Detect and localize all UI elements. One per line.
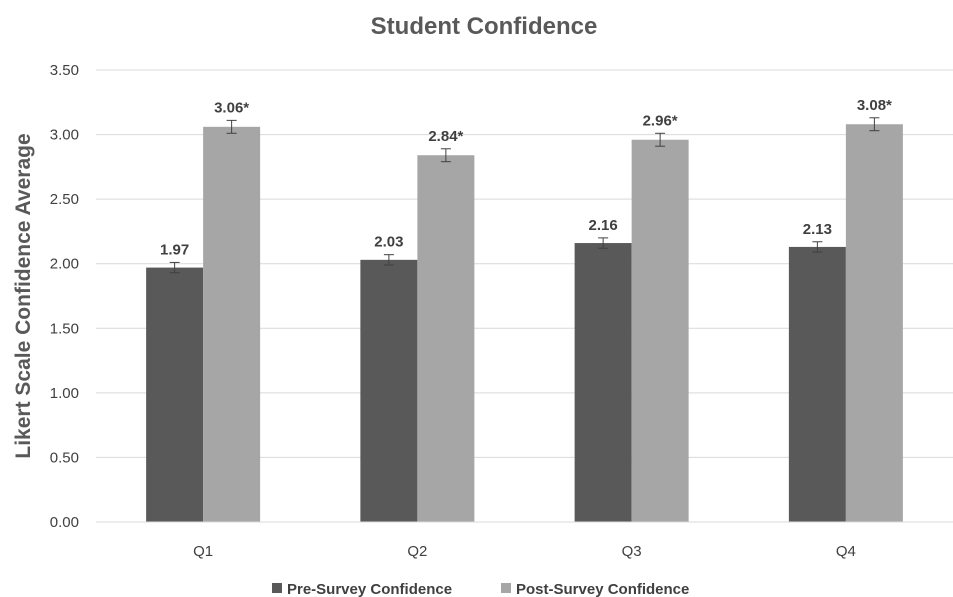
chart-title: Student Confidence [371, 13, 598, 40]
y-tick-label: 2.00 [50, 256, 79, 273]
data-labels: 1.97 3.06* 2.03 2.84* 2.16 2.96* 2.13 3.08* [160, 97, 892, 259]
legend-label: Post-Survey Confidence [516, 581, 689, 597]
data-label: 2.13 [803, 221, 832, 238]
legend-label: Pre-Survey Confidence [287, 581, 452, 597]
data-label: 3.08* [857, 97, 892, 114]
bars [146, 124, 903, 523]
bar [845, 124, 903, 523]
y-tick-label: 2.50 [50, 191, 79, 208]
y-tick-label: 0.00 [50, 514, 79, 531]
legend: Pre-Survey Confidence Post-Survey Confide… [272, 581, 689, 597]
x-axis-ticks: Q1 Q2 Q3 Q4 [193, 543, 856, 560]
data-label: 3.06* [214, 99, 249, 116]
data-label: 2.84* [428, 128, 463, 145]
y-tick-label: 3.00 [50, 127, 79, 144]
y-axis-ticks: 0.00 0.50 1.00 1.50 2.00 2.50 3.00 3.50 [50, 62, 79, 531]
y-axis-label: Likert Scale Confidence Average [12, 133, 35, 458]
data-label: 1.97 [160, 241, 189, 258]
x-tick-label: Q4 [836, 543, 856, 560]
bar [203, 126, 261, 522]
y-tick-label: 3.50 [50, 62, 79, 79]
bar [631, 139, 689, 523]
legend-swatch [501, 583, 511, 593]
x-tick-label: Q1 [193, 543, 213, 560]
data-label: 2.03 [374, 234, 403, 251]
y-tick-label: 1.50 [50, 320, 79, 337]
legend-swatch [272, 583, 282, 593]
data-label: 2.16 [589, 217, 618, 234]
y-tick-label: 0.50 [50, 449, 79, 466]
bar [574, 243, 632, 522]
x-tick-label: Q3 [622, 543, 642, 560]
bar [360, 259, 418, 522]
error-bars [169, 117, 880, 274]
y-tick-label: 1.00 [50, 385, 79, 402]
data-label: 2.96* [643, 112, 678, 129]
bar [788, 246, 846, 522]
x-tick-label: Q2 [407, 543, 427, 560]
bar [417, 155, 475, 522]
bar [146, 267, 204, 522]
